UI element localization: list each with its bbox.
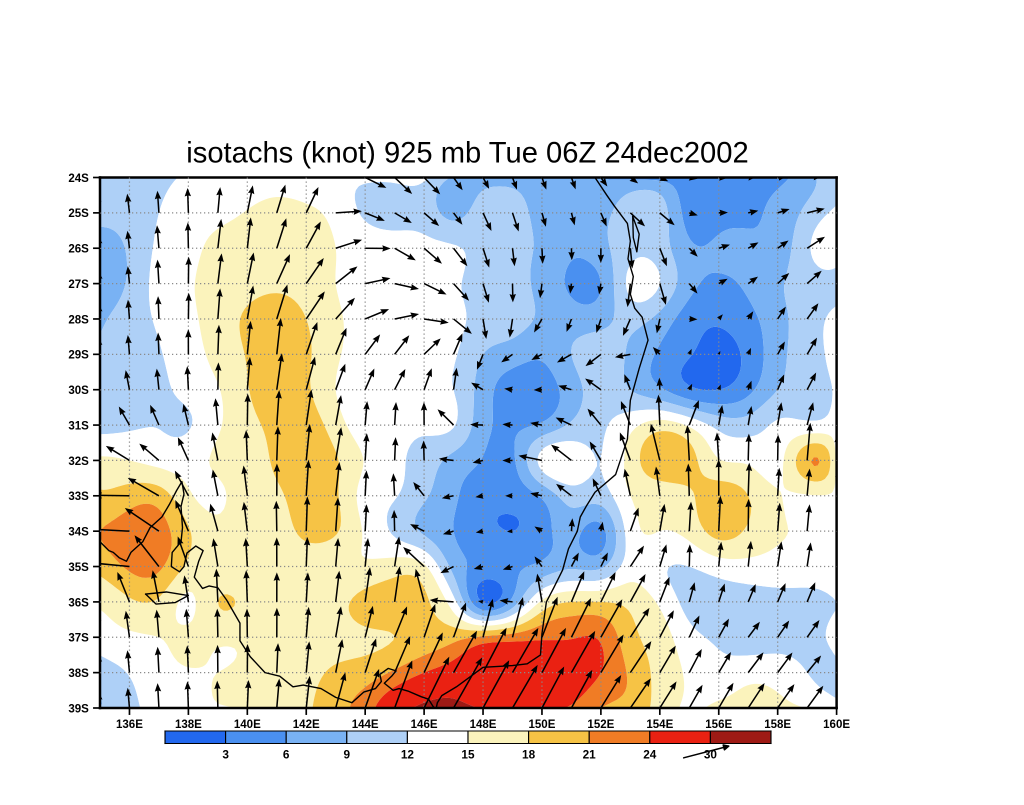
svg-text:34S: 34S: [68, 527, 89, 539]
svg-text:isotachs (knot) 925 mb Tue 06Z: isotachs (knot) 925 mb Tue 06Z 24dec2002: [186, 138, 748, 170]
svg-text:140E: 140E: [234, 719, 261, 731]
svg-text:146E: 146E: [411, 719, 438, 731]
svg-text:36S: 36S: [68, 597, 89, 609]
svg-text:154E: 154E: [646, 719, 673, 731]
svg-text:39S: 39S: [68, 703, 89, 715]
svg-text:26S: 26S: [68, 244, 89, 256]
svg-text:38S: 38S: [68, 668, 89, 680]
svg-text:6: 6: [283, 747, 290, 761]
svg-text:148E: 148E: [470, 719, 497, 731]
svg-text:24: 24: [643, 747, 657, 761]
svg-text:3: 3: [222, 747, 229, 761]
svg-text:9: 9: [344, 747, 351, 761]
svg-text:35S: 35S: [68, 562, 89, 574]
svg-text:150E: 150E: [529, 719, 556, 731]
svg-text:18: 18: [522, 747, 536, 761]
svg-text:31S: 31S: [68, 420, 89, 432]
svg-text:144E: 144E: [352, 719, 379, 731]
svg-text:160E: 160E: [823, 719, 850, 731]
svg-text:33S: 33S: [68, 491, 89, 503]
svg-text:37S: 37S: [68, 633, 89, 645]
svg-text:138E: 138E: [175, 719, 202, 731]
svg-text:29S: 29S: [68, 350, 89, 362]
svg-text:12: 12: [401, 747, 415, 761]
svg-text:136E: 136E: [116, 719, 143, 731]
svg-text:158E: 158E: [764, 719, 791, 731]
svg-text:28S: 28S: [68, 314, 89, 326]
svg-text:30: 30: [704, 747, 718, 761]
svg-text:27S: 27S: [68, 279, 89, 291]
svg-text:21: 21: [583, 747, 597, 761]
svg-text:152E: 152E: [587, 719, 614, 731]
svg-text:24S: 24S: [68, 173, 89, 185]
svg-text:32S: 32S: [68, 456, 89, 468]
svg-text:142E: 142E: [293, 719, 320, 731]
svg-text:156E: 156E: [705, 719, 732, 731]
svg-text:25S: 25S: [68, 208, 89, 220]
svg-text:15: 15: [461, 747, 475, 761]
svg-text:30S: 30S: [68, 385, 89, 397]
